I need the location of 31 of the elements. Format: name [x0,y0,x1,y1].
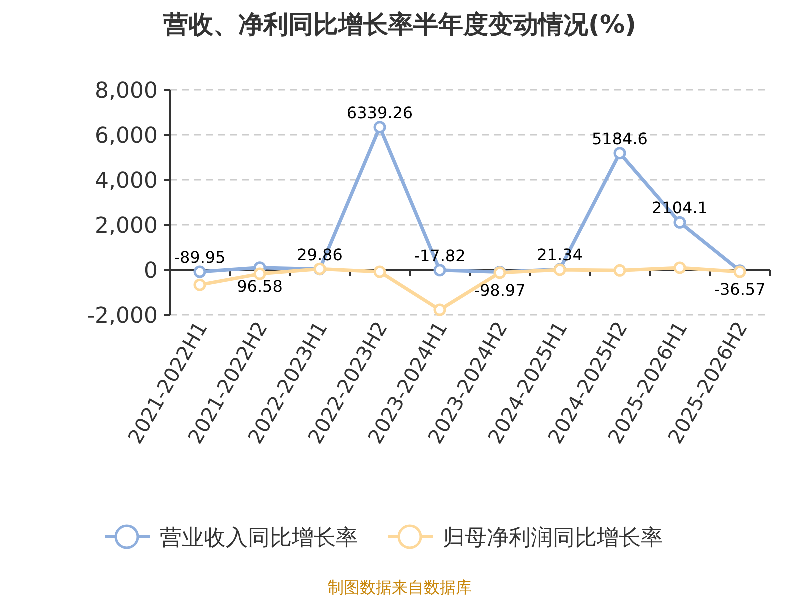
point [674,262,686,274]
y-tick-label: 4,000 [95,169,158,194]
data-label: 21.34 [537,246,583,265]
point [194,266,206,278]
data-label: 2104.1 [652,198,708,218]
legend-label: 归母净利润同比增长率 [443,526,663,551]
data-label: 96.58 [237,276,283,296]
y-tick-label: -2,000 [87,304,158,329]
data-label: -98.97 [474,281,526,300]
point [434,304,446,316]
data-label: 29.86 [297,245,343,264]
y-tick-label: 6,000 [95,124,158,149]
point [254,268,266,280]
point [374,266,386,278]
data-label: -17.82 [414,246,466,266]
legend-label: 营业收入同比增长率 [160,526,358,551]
data-label: 6339.26 [346,103,414,122]
point [434,264,446,277]
point [614,264,626,277]
y-tick-label: 2,000 [95,214,158,239]
y-tick-label: 0 [144,259,158,284]
data-label: -36.57 [714,280,766,299]
data-label: 5184.6 [592,129,648,148]
chart-title: 营收、净利同比增长率半年度变动情况(%) [162,10,636,39]
point [374,121,386,134]
point [674,216,686,229]
data-label: -89.95 [174,248,226,268]
text: 制图数据来自数据库 [328,578,472,597]
y-tick-label: 8,000 [95,79,158,104]
point [194,278,206,292]
point [614,147,626,160]
